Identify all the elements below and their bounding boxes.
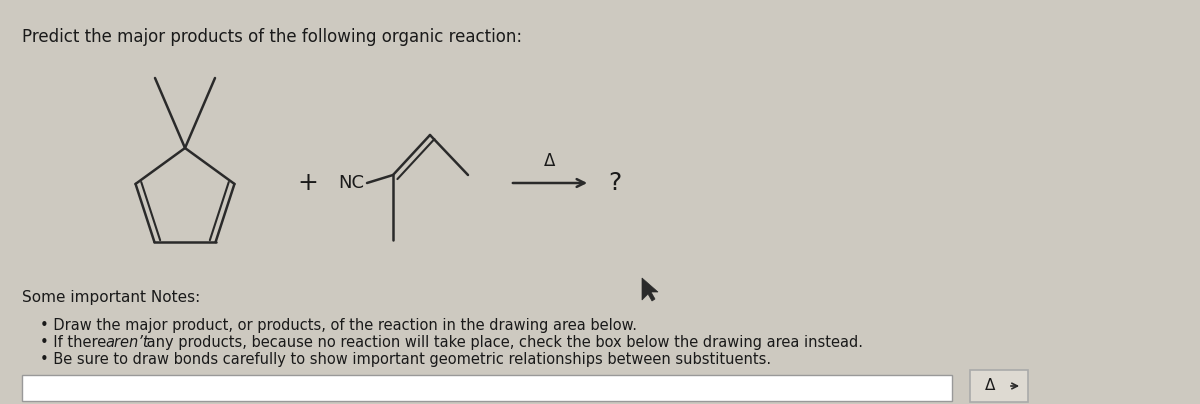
- Text: • If there: • If there: [40, 335, 110, 350]
- Text: any products, because no reaction will take place, check the box below the drawi: any products, because no reaction will t…: [142, 335, 863, 350]
- Text: Δ: Δ: [985, 379, 995, 393]
- Text: Δ: Δ: [545, 152, 556, 170]
- Text: • Draw the major product, or products, of the reaction in the drawing area below: • Draw the major product, or products, o…: [40, 318, 637, 333]
- Text: Predict the major products of the following organic reaction:: Predict the major products of the follow…: [22, 28, 522, 46]
- Text: NC: NC: [338, 174, 364, 192]
- Text: ?: ?: [608, 171, 622, 195]
- Bar: [970, 370, 1028, 402]
- Text: • Be sure to draw bonds carefully to show important geometric relationships betw: • Be sure to draw bonds carefully to sho…: [40, 352, 772, 367]
- Text: Some important Notes:: Some important Notes:: [22, 290, 200, 305]
- Bar: [22, 375, 952, 401]
- Text: +: +: [298, 171, 318, 195]
- Polygon shape: [642, 278, 658, 301]
- Text: aren’t: aren’t: [106, 335, 149, 350]
